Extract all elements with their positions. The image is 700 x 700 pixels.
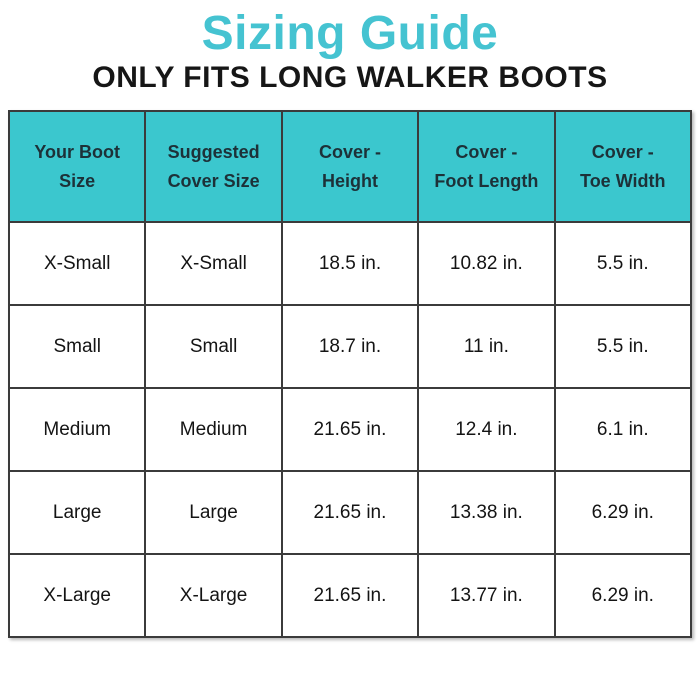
table-row-medium: Medium Medium 21.65 in. 12.4 in. 6.1 in. bbox=[7, 387, 693, 473]
table-cell: 21.65 in. bbox=[280, 387, 420, 473]
table-cell: X-Large bbox=[144, 553, 283, 639]
page-title: Sizing Guide bbox=[201, 7, 499, 60]
table-cell: Medium bbox=[7, 387, 147, 473]
table-cell: 5.5 in. bbox=[553, 221, 693, 307]
table-cell: X-Large bbox=[7, 553, 147, 639]
header-cell-your-boot-size: Your Boot Size bbox=[7, 110, 147, 224]
table-cell: 18.7 in. bbox=[280, 304, 420, 390]
table-cell: 21.65 in. bbox=[280, 553, 420, 639]
table-cell: Large bbox=[7, 470, 147, 556]
table-cell: X-Small bbox=[144, 221, 283, 307]
table-cell: 6.1 in. bbox=[553, 387, 693, 473]
table-cell: Small bbox=[7, 304, 147, 390]
table-cell: 13.77 in. bbox=[417, 553, 556, 639]
header-cell-cover-foot-length: Cover - Foot Length bbox=[417, 110, 556, 224]
table-cell: 5.5 in. bbox=[553, 304, 693, 390]
table-cell: Medium bbox=[144, 387, 283, 473]
page-subtitle: ONLY FITS LONG WALKER BOOTS bbox=[92, 61, 608, 95]
table-cell: 21.65 in. bbox=[280, 470, 420, 556]
table-cell: 6.29 in. bbox=[553, 553, 693, 639]
table-cell: X-Small bbox=[7, 221, 147, 307]
table-cell: 13.38 in. bbox=[417, 470, 556, 556]
table-cell: Large bbox=[144, 470, 283, 556]
table-row-x-small: X-Small X-Small 18.5 in. 10.82 in. 5.5 i… bbox=[7, 221, 693, 307]
table-row-large: Large Large 21.65 in. 13.38 in. 6.29 in. bbox=[7, 470, 693, 556]
table-cell: 11 in. bbox=[417, 304, 556, 390]
header-cell-cover-toe-width: Cover - Toe Width bbox=[553, 110, 693, 224]
table-cell: 10.82 in. bbox=[417, 221, 556, 307]
header-cell-cover-height: Cover - Height bbox=[280, 110, 420, 224]
table-row-x-large: X-Large X-Large 21.65 in. 13.77 in. 6.29… bbox=[7, 553, 693, 639]
table-cell: 6.29 in. bbox=[553, 470, 693, 556]
header-cell-suggested-cover-size: Suggested Cover Size bbox=[144, 110, 283, 224]
table-cell: Small bbox=[144, 304, 283, 390]
table-cell: 12.4 in. bbox=[417, 387, 556, 473]
table-cell: 18.5 in. bbox=[280, 221, 420, 307]
header-row: Your Boot Size Suggested Cover Size Cove… bbox=[7, 110, 693, 224]
table-row-small: Small Small 18.7 in. 11 in. 5.5 in. bbox=[7, 304, 693, 390]
sizing-table: Your Boot Size Suggested Cover Size Cove… bbox=[7, 110, 693, 639]
